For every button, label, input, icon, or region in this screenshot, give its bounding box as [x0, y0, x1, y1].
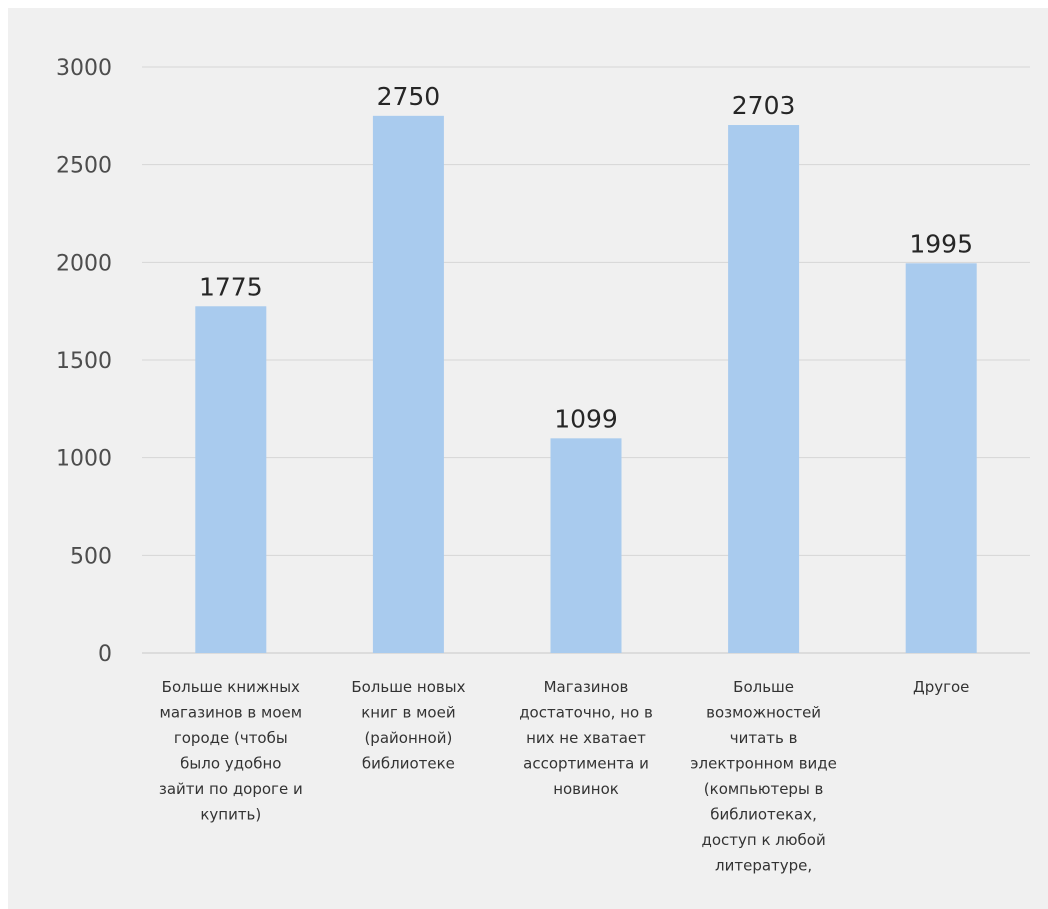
category-label-line: (компьютеры в: [704, 780, 824, 798]
data-label: 1995: [909, 229, 973, 258]
category-label-line: библиотеке: [362, 755, 455, 773]
chart-area: 0 500 1000 1500 2000 2500 3000 1775 Больше книжн…: [8, 8, 1048, 909]
category-label-line: Больше: [733, 678, 794, 696]
category-label-line: новинок: [553, 780, 619, 798]
data-label: 1775: [199, 272, 263, 301]
category-label-line: зайти по дороге и: [159, 780, 303, 798]
category-label-line: городе (чтобы: [174, 729, 288, 747]
category-label-line: электронном виде: [690, 755, 837, 773]
category-label-line: Больше книжных: [162, 678, 300, 696]
bar: [905, 263, 977, 653]
y-tick-label: 2500: [56, 154, 112, 179]
category-label-line: магазинов в моем: [160, 704, 303, 722]
bar: [195, 306, 267, 653]
category-label-line: Магазинов: [544, 678, 629, 696]
category-label-line: Больше новых: [351, 678, 465, 696]
category-label: Больше возможностей читать в электронном ви…: [690, 678, 837, 875]
bar-chart: 0 500 1000 1500 2000 2500 3000 1775 Больше книжн…: [56, 56, 1030, 875]
data-label: 2750: [377, 82, 441, 111]
category-label-line: достаточно, но в: [519, 704, 653, 722]
category-label-line: (районной): [364, 729, 452, 747]
category-label: Магазинов достаточно, но в них не хватает а…: [519, 678, 653, 798]
category-label-line: было удобно: [180, 755, 281, 773]
y-tick-label: 0: [98, 642, 112, 667]
category-label-line: книг в моей: [361, 704, 455, 722]
category-label-line: читать в: [730, 729, 798, 747]
category-label: Больше книжных магазинов в моем городе (чт…: [159, 678, 303, 824]
bar: [372, 115, 444, 654]
category-label-line: купить): [200, 806, 261, 824]
y-tick-label: 3000: [56, 56, 112, 81]
y-tick-label: 500: [70, 544, 112, 569]
category-label-line: литературе,: [715, 857, 812, 875]
category-label: Больше новых книг в моей (районной) библиот…: [351, 678, 465, 773]
category-label-line: Другое: [913, 678, 969, 696]
category-label: Другое: [913, 678, 969, 696]
data-label: 1099: [554, 404, 618, 433]
category-label-line: возможностей: [706, 704, 821, 722]
category-label-line: них не хватает: [526, 729, 646, 747]
y-tick-label: 1000: [56, 447, 112, 472]
bar: [728, 125, 800, 654]
category-label-line: доступ к любой: [701, 831, 825, 849]
y-tick-label: 2000: [56, 251, 112, 276]
bar: [550, 438, 622, 653]
category-label-line: ассортимента и: [523, 755, 649, 773]
data-label: 2703: [732, 91, 796, 120]
category-label-line: библиотеках,: [710, 806, 817, 824]
y-tick-label: 1500: [56, 349, 112, 374]
